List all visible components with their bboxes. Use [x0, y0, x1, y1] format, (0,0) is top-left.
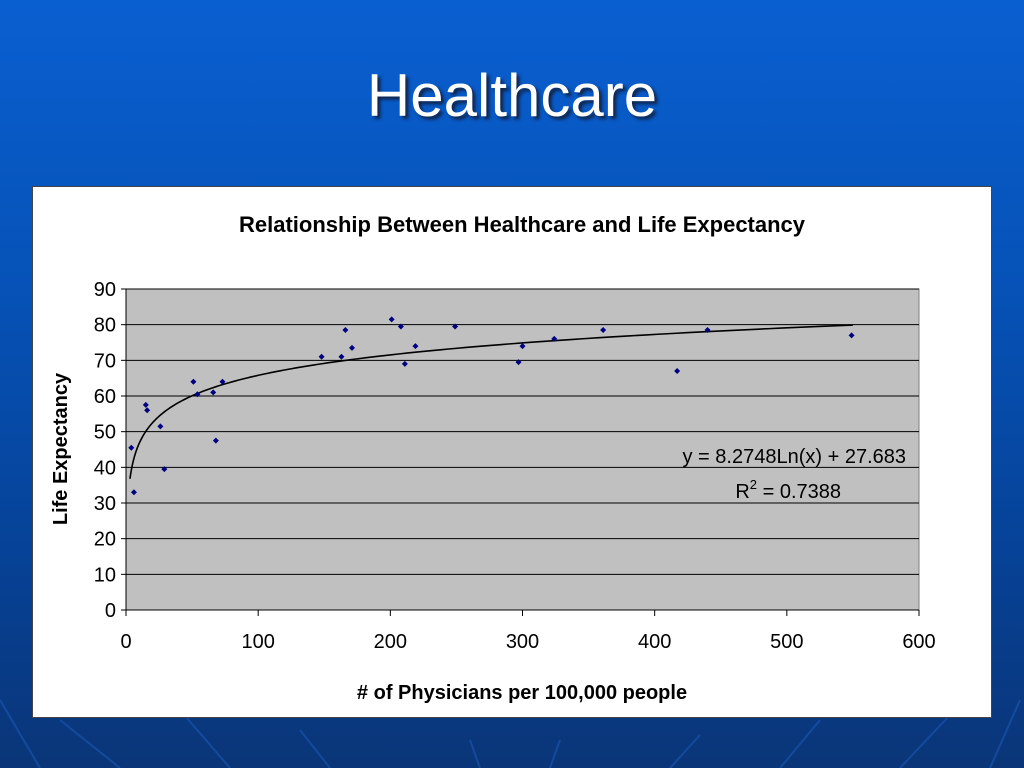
gridlines	[126, 288, 919, 575]
data-point-19	[452, 323, 459, 330]
data-point-5	[161, 466, 168, 473]
r-squared-prefix: R	[735, 481, 749, 503]
x-tick-label-1: 100	[241, 631, 274, 653]
data-point-15	[388, 316, 395, 323]
x-axis: 0 100 200 300 400 500 600	[120, 609, 936, 653]
y-axis: 0 10 20 30 40 50 60 70 80 90	[94, 279, 127, 622]
data-point-17	[401, 360, 408, 367]
data-point-13	[342, 327, 349, 334]
scatter-chart: Relationship Between Healthcare and Life…	[50, 212, 936, 704]
r-squared-superscript: 2	[750, 477, 757, 492]
y-tick-label-4: 40	[94, 457, 116, 479]
y-tick-label-2: 20	[94, 529, 116, 551]
x-tick-label-6: 600	[902, 631, 935, 653]
data-point-24	[674, 368, 681, 375]
y-tick-label-1: 10	[94, 564, 116, 586]
trendline	[129, 324, 853, 479]
data-point-22	[551, 335, 558, 342]
data-point-8	[210, 389, 217, 396]
x-tick-label-4: 400	[638, 631, 671, 653]
r-squared-value: = 0.7388	[757, 481, 841, 503]
data-point-11	[318, 353, 325, 360]
trendline-equation: y = 8.2748Ln(x) + 27.683	[683, 446, 907, 468]
data-point-18	[412, 343, 419, 350]
chart-title: Relationship Between Healthcare and Life…	[239, 212, 806, 237]
data-point-23	[600, 327, 607, 334]
data-point-3	[144, 407, 151, 414]
data-point-0	[128, 444, 135, 451]
data-point-14	[349, 344, 356, 351]
y-tick-label-6: 60	[94, 386, 116, 408]
x-tick-label-2: 200	[374, 631, 407, 653]
data-point-1	[130, 489, 137, 496]
y-tick-label-0: 0	[105, 600, 116, 622]
data-point-26	[848, 332, 855, 339]
x-tick-label-5: 500	[770, 631, 803, 653]
y-tick-label-3: 30	[94, 493, 116, 515]
x-tick-label-0: 0	[120, 631, 131, 653]
data-point-16	[397, 323, 404, 330]
data-point-7	[194, 391, 201, 398]
data-point-10	[219, 378, 226, 385]
r-squared-label: R2 = 0.7388	[735, 477, 841, 503]
data-point-4	[157, 423, 164, 430]
data-point-20	[515, 359, 522, 366]
data-point-12	[338, 353, 345, 360]
data-point-6	[190, 378, 197, 385]
data-point-25	[704, 327, 711, 334]
x-axis-label: # of Physicians per 100,000 people	[357, 682, 687, 704]
slide-title: Healthcare	[366, 62, 658, 129]
chart-panel: Relationship Between Healthcare and Life…	[32, 186, 992, 718]
data-point-9	[212, 437, 219, 444]
y-tick-label-8: 80	[94, 315, 116, 337]
x-tick-label-3: 300	[506, 631, 539, 653]
data-points	[128, 316, 855, 496]
data-point-21	[519, 343, 526, 350]
y-axis-label: Life Expectancy	[50, 372, 72, 525]
y-tick-label-5: 50	[94, 422, 116, 444]
y-tick-label-9: 90	[94, 279, 116, 301]
y-tick-label-7: 70	[94, 350, 116, 372]
data-point-2	[142, 401, 149, 408]
